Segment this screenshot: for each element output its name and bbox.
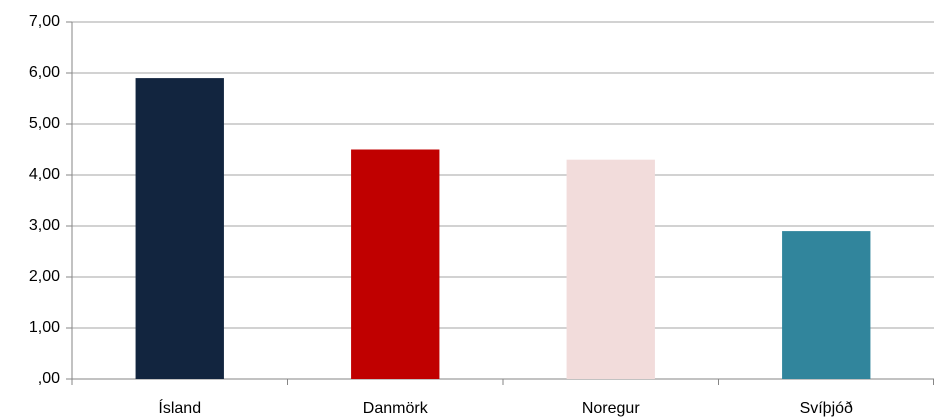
y-tick-label: 3,00 [29,217,60,234]
bar [351,149,440,379]
x-tick-label: Svíþjóð [800,400,853,417]
y-tick-label: 5,00 [29,115,60,132]
y-tick-label: 2,00 [29,268,60,285]
x-tick-label: Ísland [158,398,201,417]
bar [566,159,655,379]
y-tick-label: 1,00 [29,319,60,336]
y-tick-label: 4,00 [29,166,60,183]
y-tick-label: ,00 [38,370,60,387]
y-tick-label: 7,00 [29,13,60,30]
y-tick-label: 6,00 [29,64,60,81]
bar [782,231,871,379]
x-tick-label: Danmörk [363,400,429,417]
bar [135,78,224,379]
x-tick-label: Noregur [582,400,640,417]
